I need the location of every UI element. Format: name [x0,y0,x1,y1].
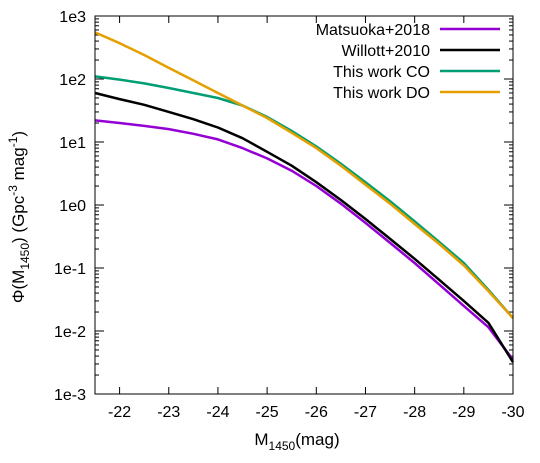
x-tick-label: -29 [452,404,475,421]
y-axis-title-prefix: Φ(M [9,270,28,303]
x-tick-label: -28 [403,404,426,421]
x-tick-label: -22 [108,404,131,421]
y-tick-label: 1e-3 [54,387,86,404]
y-axis-title-mag: mag [9,147,28,185]
x-axis-title: M1450(mag) [254,430,339,453]
x-axis-ticks: -22 -23 -24 -25 -26 -27 -28 -29 -30 [108,16,525,421]
x-tick-label: -30 [501,404,524,421]
plot-frame [94,15,514,395]
y-axis-ticks: 1e-3 1e-2 1e-1 1e0 1e1 1e2 1e3 [54,9,513,404]
y-axis-title-superscript-2: -1 [6,136,20,147]
legend-label-this-work-do: This work DO [333,85,430,102]
x-axis-title-main: M [254,430,268,449]
series-layer [94,31,515,363]
legend: Matsuoka+2018 Willott+2010 This work CO Thi… [316,22,500,102]
series-line-matsuoka-2018 [94,119,514,361]
x-tick-label: -24 [206,404,229,421]
x-tick-label: -23 [157,404,180,421]
y-axis-title: Φ(M1450) (Gpc-3 mag-1) [6,131,32,303]
y-tick-label: 1e3 [59,9,86,26]
series-line-this-work-co [94,75,514,319]
y-axis-title-superscript-1: -3 [6,185,20,196]
x-axis-title-subscript: 1450 [269,439,296,453]
x-tick-label: -27 [354,404,377,421]
x-tick-label: -26 [305,404,328,421]
y-tick-label: 1e2 [59,72,86,89]
series-line-this-work-do [94,31,514,319]
legend-label-matsuoka-2018: Matsuoka+2018 [316,22,430,39]
series-line-willott-2010 [94,91,515,363]
x-tick-label: -25 [256,404,279,421]
x-axis-title-unit: (mag) [295,430,339,449]
y-tick-label: 1e0 [59,198,86,215]
y-axis-title-close: ) [9,131,28,137]
y-tick-label: 1e1 [59,135,86,152]
y-tick-label: 1e-2 [54,324,86,341]
legend-label-this-work-co: This work CO [333,64,430,81]
y-tick-label: 1e-1 [54,261,86,278]
y-axis-title-units: ) (Gpc [9,195,28,243]
legend-label-willott-2010: Willott+2010 [342,43,431,60]
y-axis-title-subscript: 1450 [18,243,32,270]
